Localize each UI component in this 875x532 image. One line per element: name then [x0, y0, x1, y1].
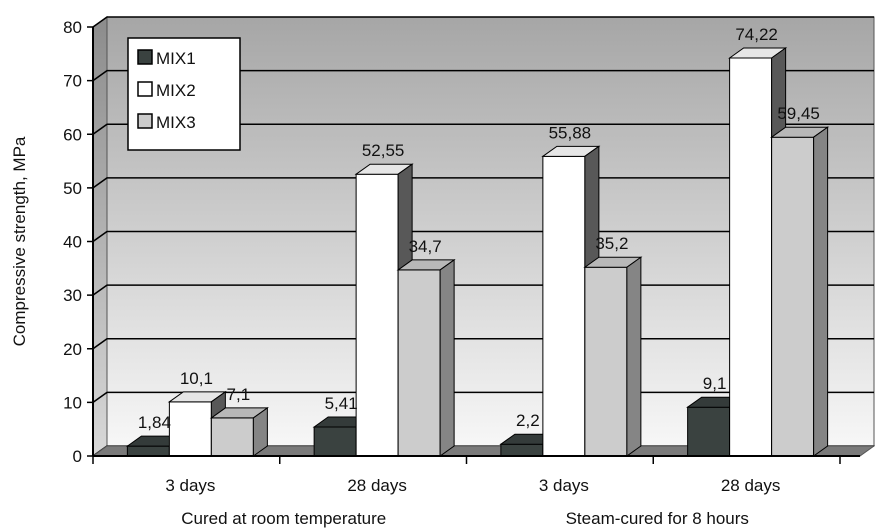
gridline — [92, 230, 874, 243]
x-group-label: Steam-cured for 8 hours — [566, 509, 749, 528]
bar-mix2-front — [355, 173, 399, 457]
legend-label-mix3: MIX3 — [156, 113, 196, 132]
x-category-label: 3 days — [165, 476, 215, 495]
bar-mix3-front — [584, 266, 628, 457]
x-axis-categories: 3 days 28 days 3 days 28 days Cured at room … — [165, 476, 780, 528]
bar-mix1-front — [500, 443, 544, 457]
y-axis-ticks: 0 10 20 30 40 50 60 70 80 — [63, 18, 93, 466]
y-tick-label: 10 — [63, 393, 82, 412]
data-label-mix2: 55,88 — [549, 123, 592, 142]
x-category-label: 28 days — [347, 476, 407, 495]
y-tick-label: 80 — [63, 18, 82, 37]
legend-label-mix2: MIX2 — [156, 81, 196, 100]
data-label-mix3: 34,7 — [409, 237, 442, 256]
bar-mix2-front — [168, 401, 212, 457]
data-label-mix1: 1,84 — [138, 413, 171, 432]
bar-mix3-front — [771, 136, 815, 457]
bar-mix1-front — [687, 406, 731, 457]
y-tick-label: 50 — [63, 179, 82, 198]
y-tick-label: 60 — [63, 125, 82, 144]
y-tick-label: 70 — [63, 72, 82, 91]
data-label-mix2: 10,1 — [180, 369, 213, 388]
bar-mix3-side — [252, 406, 268, 457]
y-tick-label: 20 — [63, 340, 82, 359]
bar-mix1-front — [313, 426, 357, 457]
legend-swatch-mix3 — [137, 113, 153, 129]
bar-mix3-side — [439, 258, 455, 457]
data-label-mix1: 9,1 — [703, 374, 727, 393]
bar-mix3-front — [397, 269, 441, 457]
bar-mix2-front — [729, 57, 773, 457]
legend-swatch-mix1 — [137, 49, 153, 65]
x-group-label: Cured at room temperature — [181, 509, 386, 528]
bars — [125, 47, 830, 457]
bar-mix2-front — [542, 155, 586, 457]
data-label-mix2: 52,55 — [362, 141, 405, 160]
legend: MIX1 MIX2 MIX3 — [127, 37, 241, 151]
data-label-mix1: 5,41 — [325, 394, 358, 413]
bar-mix3-side — [813, 126, 829, 457]
legend-swatch-mix2 — [137, 81, 153, 97]
bar-mix3-side — [626, 256, 642, 457]
data-label-mix2: 74,22 — [735, 25, 778, 44]
legend-label-mix1: MIX1 — [156, 49, 196, 68]
x-category-label: 3 days — [539, 476, 589, 495]
data-label-mix1: 2,2 — [516, 411, 540, 430]
x-category-label: 28 days — [721, 476, 781, 495]
gridline — [92, 123, 874, 135]
gridline — [92, 177, 874, 189]
y-tick-label: 40 — [63, 233, 82, 252]
gridline — [92, 16, 874, 28]
data-labels: 1,84 10,1 7,1 5,41 52,55 34,7 2,2 55,88 35,2 9,1 7… — [138, 25, 820, 432]
data-label-mix3: 59,45 — [777, 104, 820, 123]
data-label-mix3: 35,2 — [595, 234, 628, 253]
y-axis-title: Compressive strength, MPa — [10, 136, 29, 346]
data-label-mix3: 7,1 — [227, 385, 251, 404]
gridline — [92, 69, 874, 82]
bar-mix1-front — [126, 445, 170, 457]
bar-mix3-front — [210, 417, 254, 457]
y-tick-label: 0 — [73, 447, 82, 466]
y-tick-label: 30 — [63, 286, 82, 305]
